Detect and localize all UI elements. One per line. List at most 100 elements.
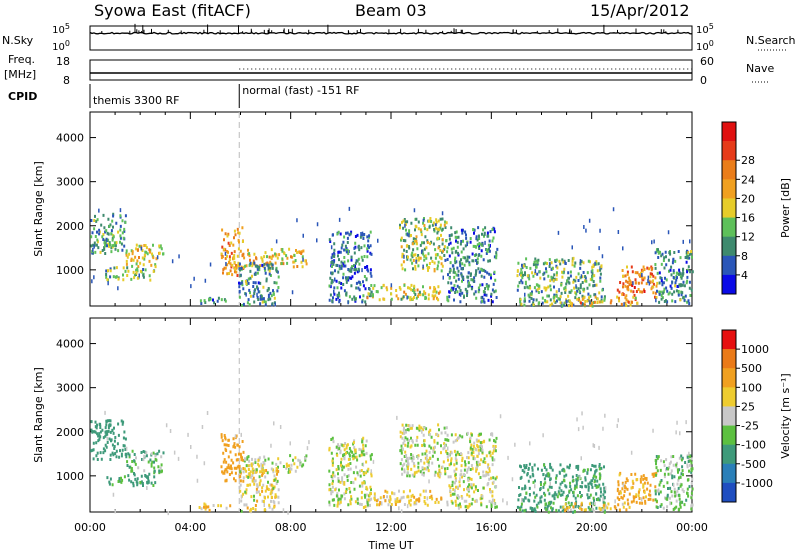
velocity-colorbar-tick-label: 100 [741,381,762,394]
velocity-colorbar-tick-label: 500 [741,362,762,375]
power-panel-echo [238,261,279,307]
power-colorbar-swatch [722,141,736,161]
velocity-panel-echo [654,454,693,509]
power-panel-echo [220,229,245,275]
velocity-panel-echo [446,431,498,510]
velocity-colorbar-tick-label: -25 [741,420,759,433]
velocity-colorbar-swatch [722,349,736,369]
velocity-colorbar-frame [721,329,737,503]
power-panel: 1000 2000 3000 4000 Slant Range [km] [32,111,694,308]
velocity-panel-echo [400,424,448,477]
power-panel-echo [136,248,151,259]
power-panel-echo [243,248,308,269]
velocity-panel-echo [200,504,228,511]
power-panel-echo [90,214,127,255]
power-panel-echo [622,265,659,299]
velocity-colorbar-swatch [722,425,736,445]
noise-left-tick-top: 105 [52,22,70,36]
velocity-colorbar: 1000 500 100 25 -25 -100 -500 -1000 Velocity [m … [721,329,792,503]
power-panel-echo [654,248,693,304]
power-panel-echo [105,266,156,280]
velocity-panel-frame [89,317,693,513]
power-colorbar-swatch [722,217,736,237]
header: Syowa East (fitACF) Beam 03 15/Apr/2012 [94,1,690,20]
date-title: 15/Apr/2012 [590,1,690,20]
beam-title: Beam 03 [355,1,427,20]
power-panel-frame [89,111,693,307]
power-colorbar-swatch [722,274,736,295]
power-panel-echo [90,212,123,255]
nave-label: Nave [746,62,774,75]
power-colorbar-label: Power [dB] [779,178,792,238]
cpid-segment-label: themis 3300 RF [93,94,180,107]
velocity-panel-echo [399,423,448,478]
power-colorbar-tick-label: 28 [741,154,755,167]
velocity-colorbar-tick-label: 25 [741,400,755,413]
power-colorbar-tick-label: 20 [741,192,755,205]
power-panel-echo [399,217,447,271]
power-panel-echo [578,296,639,307]
power-panel-echo [105,267,151,282]
power-panel-echo [621,265,658,298]
velocity-panel-echo [106,472,157,488]
x-axis-label: Time UT [367,539,413,552]
x-tick-label: 20:00 [576,521,608,534]
freq-tick-top: 18 [56,55,70,68]
velocity-colorbar-swatch [722,368,736,388]
x-tick-label: 00:00 [676,521,708,534]
velocity-colorbar-swatch [722,406,736,426]
power-panel-echo [125,243,161,269]
velocity-colorbar-swatch [722,387,736,407]
noise-spikes [101,23,679,34]
velocity-colorbar-label: Velocity [m s⁻¹] [779,373,792,458]
velocity-colorbar-swatch [722,444,736,465]
freq-frame [89,59,693,81]
y-tick-label: 1000 [56,470,84,483]
freq-label-top: Freq. [8,53,35,66]
x-tick-label: 08:00 [275,521,307,534]
velocity-panel-echo [328,436,373,509]
nave-tick-bottom: 0 [700,74,707,87]
velocity-colorbar-tick-label: -100 [741,439,766,452]
velocity-colorbar-swatch [722,463,736,484]
velocity-panel-echo [369,489,443,507]
velocity-panel-echo [655,454,694,510]
power-colorbar: 4 8 12 16 20 24 28 Power [dB] [721,121,792,295]
power-panel-echo [654,249,691,306]
power-panel-isolated-echo [91,206,691,307]
power-panel-echo [654,248,694,304]
velocity-panel-echo [562,501,631,512]
velocity-panel-echo [90,419,127,461]
velocity-panel-echo [565,502,630,513]
power-colorbar-frame [721,121,737,295]
noise-left-label: N.Sky [2,34,34,47]
power-panel-echo [328,232,373,304]
station-title: Syowa East (fitACF) [94,1,251,20]
velocity-colorbar-tick-label: -500 [741,458,766,471]
power-panel-echo [564,295,639,308]
y-tick-label: 3000 [56,382,84,395]
freq-tick-bottom: 8 [63,74,70,87]
noise-sky-series [89,31,693,35]
velocity-panel-echo [616,471,658,505]
x-tick-label: 16:00 [475,521,507,534]
y-tick-label: 4000 [56,132,84,145]
freq-label-bottom: [MHz] [4,68,36,81]
power-panel-echo [516,260,604,308]
power-colorbar-swatch [722,160,736,180]
velocity-panel-echo [135,451,163,473]
power-panel-echo [400,217,449,273]
power-colorbar-tick-label: 16 [741,212,755,225]
velocity-panel-echo [516,462,607,514]
power-panel-echo [125,243,165,268]
power-colorbar-tick-label: 4 [741,269,748,282]
power-panel-echo [212,298,214,302]
velocity-panel-echo [243,456,299,474]
x-tick-label: 00:00 [74,521,106,534]
power-panel-echo [518,257,606,307]
cpid-label: CPID [8,90,37,103]
power-colorbar-swatch [722,122,736,142]
velocity-panel-echo [564,502,630,513]
frequency-panel: Freq. [MHz] Nave 18 8 60 0 [4,53,774,87]
